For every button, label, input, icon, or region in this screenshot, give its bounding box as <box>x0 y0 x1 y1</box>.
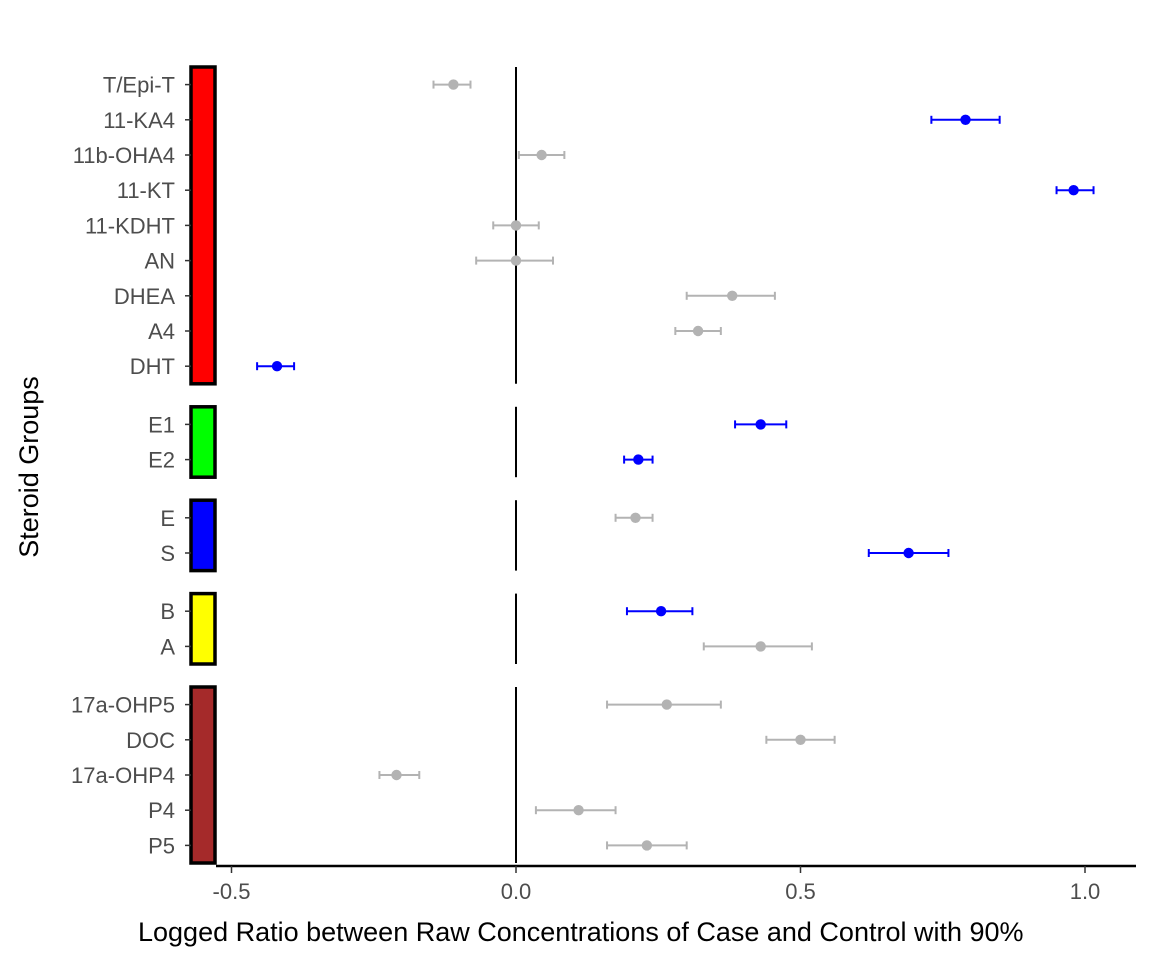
y-tick-label: E2 <box>148 448 175 473</box>
estimate-point <box>903 547 914 559</box>
y-tick-label: 11b-OHA4 <box>73 143 175 168</box>
y-tick-label: E1 <box>148 412 175 437</box>
y-axis-title: Steroid Groups <box>14 376 44 558</box>
steroid-group-panel: BA <box>160 591 813 666</box>
estimate-point <box>573 805 584 816</box>
group-color-strip <box>189 65 217 386</box>
y-tick-label: 11-KA4 <box>103 108 175 133</box>
steroid-group-panel: 17a-OHP5 DOC 17a-OHP4 P4 P5 <box>71 685 836 865</box>
estimate-point <box>755 419 766 430</box>
y-tick-label: T/Epi-T <box>103 73 175 98</box>
steroid-group-panel: T/Epi-T 11-KA4 11b-OHA4 11-KT 11-KDHT AN DHEA A… <box>73 65 1095 386</box>
y-tick-label: B <box>160 599 175 624</box>
estimate-point <box>655 606 667 617</box>
group-color-strip <box>189 405 217 479</box>
estimate-point <box>692 325 704 337</box>
group-color-strip <box>189 498 217 573</box>
estimate-point <box>1068 185 1079 196</box>
x-axis: -0.5 0.0 0.5 1.0 <box>213 864 1136 904</box>
y-tick-label: E <box>160 506 175 531</box>
y-tick-label: AN <box>144 249 175 274</box>
y-tick-label: DHEA <box>114 284 175 309</box>
estimate-point <box>271 361 283 372</box>
y-tick-label: 17a-OHP4 <box>71 763 175 788</box>
estimate-point <box>448 79 459 90</box>
steroid-group-panel: ES <box>160 498 950 573</box>
group-color-strip <box>189 591 217 666</box>
estimate-point <box>536 149 547 161</box>
y-tick-label: DOC <box>126 728 175 753</box>
x-tick-label: 0.5 <box>785 879 816 904</box>
y-tick-label: S <box>160 541 175 566</box>
x-axis-title: Logged Ratio between Raw Concentrations … <box>138 917 1024 947</box>
y-tick-label: 11-KDHT <box>85 213 175 238</box>
estimate-point <box>391 769 402 781</box>
estimate-point <box>727 290 738 301</box>
y-tick-label: P5 <box>148 833 175 858</box>
y-tick-label: A4 <box>148 319 175 344</box>
estimate-point <box>633 454 644 465</box>
y-tick-label: DHT <box>130 354 175 379</box>
estimate-point <box>795 734 806 745</box>
estimate-point <box>641 840 653 851</box>
plot-panels: T/Epi-T 11-KA4 11b-OHA4 11-KT 11-KDHT AN DHEA A… <box>71 65 1095 865</box>
group-color-strip <box>189 685 217 865</box>
y-tick-label: A <box>160 634 175 659</box>
estimate-point <box>661 699 672 710</box>
x-tick-label: -0.5 <box>213 879 251 904</box>
y-tick-label: P4 <box>148 798 175 823</box>
estimate-point <box>510 255 522 266</box>
x-tick-label: 1.0 <box>1070 879 1101 904</box>
estimate-point <box>960 114 971 126</box>
estimate-point <box>630 512 641 523</box>
estimate-point <box>510 220 522 231</box>
y-tick-label: 17a-OHP5 <box>71 693 175 718</box>
y-tick-label: 11-KT <box>117 178 175 203</box>
estimate-point <box>755 641 766 652</box>
x-tick-label: 0.0 <box>501 879 532 904</box>
